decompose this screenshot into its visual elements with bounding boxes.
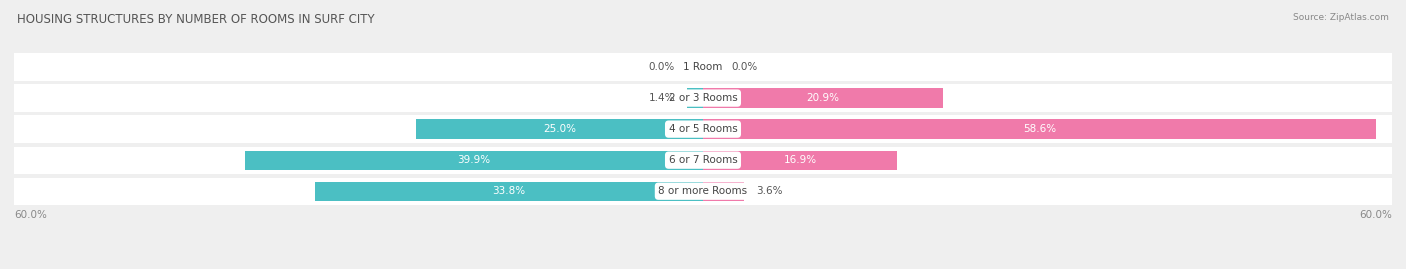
Text: 4 or 5 Rooms: 4 or 5 Rooms <box>669 124 737 134</box>
Text: 3.6%: 3.6% <box>756 186 782 196</box>
Text: HOUSING STRUCTURES BY NUMBER OF ROOMS IN SURF CITY: HOUSING STRUCTURES BY NUMBER OF ROOMS IN… <box>17 13 374 26</box>
Bar <box>14 53 1392 81</box>
Bar <box>703 119 1376 139</box>
Text: 60.0%: 60.0% <box>14 210 46 220</box>
Bar <box>14 115 1392 143</box>
Bar <box>14 178 1392 205</box>
Text: 2 or 3 Rooms: 2 or 3 Rooms <box>669 93 737 103</box>
Bar <box>703 89 943 108</box>
Text: 25.0%: 25.0% <box>543 124 576 134</box>
Text: 1 Room: 1 Room <box>683 62 723 72</box>
Text: 6 or 7 Rooms: 6 or 7 Rooms <box>669 155 737 165</box>
Text: 8 or more Rooms: 8 or more Rooms <box>658 186 748 196</box>
Bar <box>703 182 744 201</box>
Text: 60.0%: 60.0% <box>1360 210 1392 220</box>
Text: 16.9%: 16.9% <box>783 155 817 165</box>
Bar <box>245 151 703 170</box>
Bar <box>315 182 703 201</box>
Text: 33.8%: 33.8% <box>492 186 526 196</box>
Text: 0.0%: 0.0% <box>731 62 758 72</box>
Bar <box>14 84 1392 112</box>
Bar <box>416 119 703 139</box>
Text: Source: ZipAtlas.com: Source: ZipAtlas.com <box>1294 13 1389 22</box>
Bar <box>14 147 1392 174</box>
Text: 20.9%: 20.9% <box>807 93 839 103</box>
Text: 1.4%: 1.4% <box>650 93 675 103</box>
Text: 58.6%: 58.6% <box>1024 124 1056 134</box>
Text: 39.9%: 39.9% <box>457 155 491 165</box>
Bar <box>703 151 897 170</box>
Text: 0.0%: 0.0% <box>648 62 675 72</box>
Bar <box>688 89 703 108</box>
